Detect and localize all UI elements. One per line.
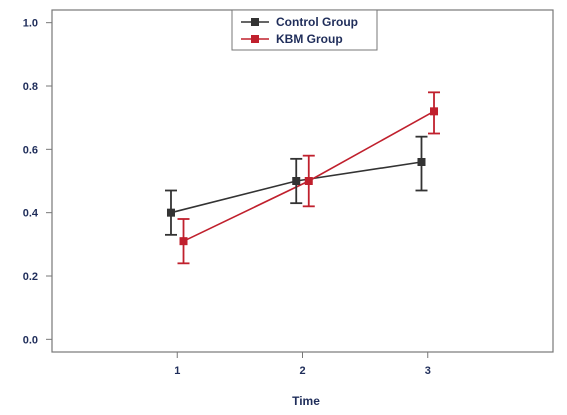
- y-tick-label: 0.4: [23, 208, 39, 220]
- y-tick-label: 0.0: [23, 334, 38, 346]
- x-tick-label: 2: [299, 365, 305, 377]
- x-axis-ticks: 1 2 3: [174, 352, 431, 377]
- control-data-point: [166, 208, 175, 217]
- control-data-point: [292, 177, 301, 185]
- kbm-data-point: [304, 177, 313, 185]
- control-data-point: [417, 158, 426, 166]
- y-tick-label: 1.0: [23, 18, 38, 30]
- x-tick-label: 1: [174, 365, 180, 377]
- y-tick-label: 0.2: [23, 271, 38, 283]
- legend-label-control: Control Group: [276, 15, 358, 29]
- legend-marker-control: [251, 18, 259, 26]
- plot-frame: [51, 9, 554, 353]
- y-tick-label: 0.6: [23, 144, 38, 156]
- legend-marker-kbm: [251, 35, 259, 43]
- kbm-data-point: [179, 237, 188, 246]
- y-tick-label: 0.8: [23, 81, 38, 93]
- y-axis-ticks: 0.0 0.2 0.4 0.6 0.8 1.0: [23, 18, 52, 346]
- legend: Control Group KBM Group: [231, 9, 378, 51]
- x-axis-title: Time: [292, 394, 320, 408]
- x-tick-label: 3: [425, 365, 431, 377]
- kbm-data-point: [430, 107, 439, 116]
- legend-label-kbm: KBM Group: [276, 32, 343, 46]
- legend-box: [231, 9, 378, 51]
- series-layer: [164, 91, 441, 265]
